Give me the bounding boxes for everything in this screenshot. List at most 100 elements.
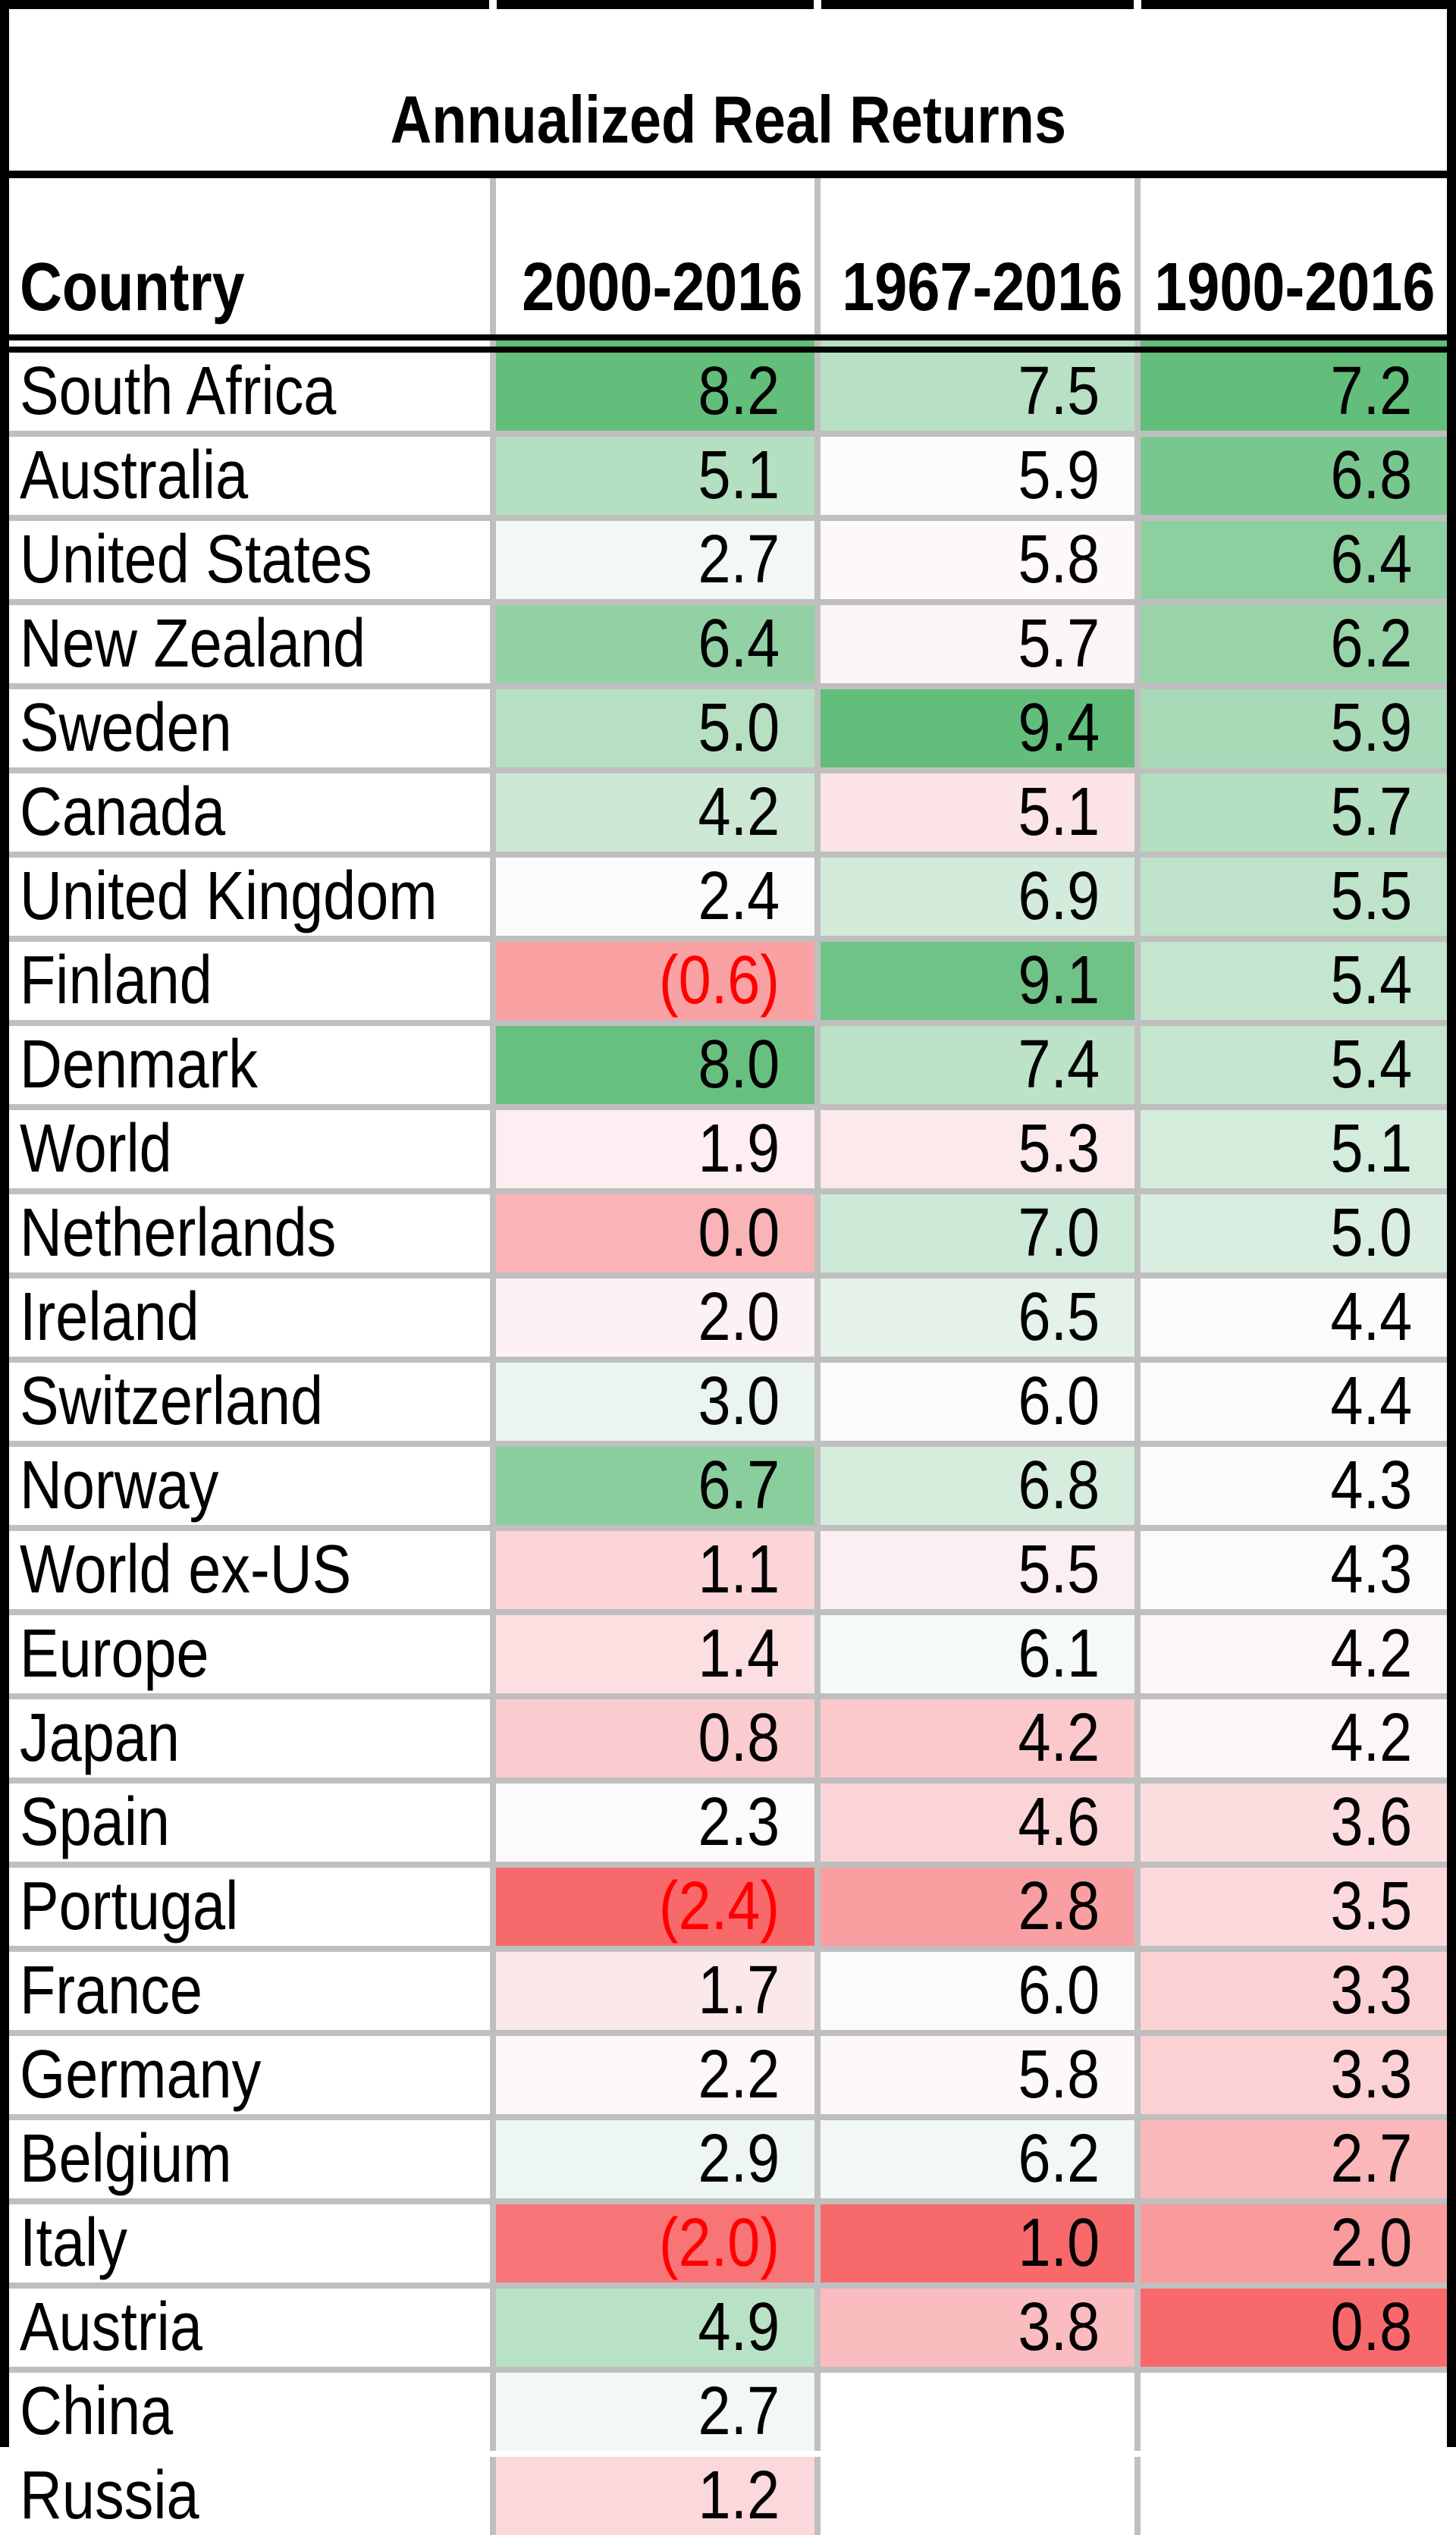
value-cell: 1.1 [496, 1531, 814, 1609]
value-cell: 9.1 [821, 942, 1134, 1020]
country-label: Austria [20, 2289, 202, 2365]
country-cell: Europe [9, 1615, 490, 1693]
value-cell: 8.2 [496, 353, 814, 431]
value-cell: 6.5 [821, 1278, 1134, 1357]
value-label: 3.3 [1330, 2037, 1412, 2113]
value-label: 4.3 [1330, 1448, 1412, 1523]
border-segment [497, 0, 814, 9]
country-label: Denmark [20, 1027, 258, 1103]
table-title: Annualized Real Returns [390, 82, 1066, 157]
table-row: Germany 2.2 5.8 3.3 [9, 2036, 1447, 2114]
value-label: 3.6 [1330, 1784, 1412, 1860]
value-cell: 5.1 [821, 773, 1134, 852]
country-cell: Denmark [9, 1026, 490, 1104]
table-row: France 1.7 6.0 3.3 [9, 1952, 1447, 2030]
table-row: World 1.9 5.3 5.1 [9, 1110, 1447, 1188]
value-cell: 0.8 [496, 1699, 814, 1777]
header-divider-double-line [9, 334, 1447, 353]
table-row: China 2.7 [9, 2373, 1447, 2451]
value-cell: 4.6 [821, 1784, 1134, 1862]
header-divider-line [9, 347, 1447, 353]
value-cell: 6.7 [496, 1447, 814, 1525]
value-label: 6.8 [1018, 1448, 1100, 1523]
value-cell: 5.9 [1141, 689, 1447, 767]
value-label: 4.4 [1330, 1279, 1412, 1355]
value-cell: 2.7 [496, 2373, 814, 2451]
value-label: 6.9 [1018, 858, 1100, 934]
value-cell: 8.0 [496, 1026, 814, 1104]
country-label: Norway [20, 1448, 219, 1523]
value-cell: 3.8 [821, 2289, 1134, 2367]
value-cell: 6.4 [496, 605, 814, 683]
country-cell: New Zealand [9, 605, 490, 683]
value-cell: 5.4 [1141, 1026, 1447, 1104]
value-cell: 2.2 [496, 2036, 814, 2114]
table-row: Switzerland 3.0 6.0 4.4 [9, 1363, 1447, 1441]
value-cell: (2.4) [496, 1868, 814, 1946]
value-cell: 7.0 [821, 1194, 1134, 1272]
value-cell: 2.7 [1141, 2120, 1447, 2198]
table-title-block: Annualized Real Returns [9, 9, 1447, 171]
country-label: Netherlands [20, 1195, 337, 1271]
table-header-row: Country 2000-2016 1967-2016 1900-2016 [9, 178, 1447, 334]
value-cell: 2.0 [1141, 2204, 1447, 2282]
value-cell: 6.0 [821, 1363, 1134, 1441]
value-cell: 5.5 [821, 1531, 1134, 1609]
value-cell: 4.3 [1141, 1447, 1447, 1525]
country-cell: Switzerland [9, 1363, 490, 1441]
value-label: 5.1 [698, 438, 780, 513]
country-cell: South Africa [9, 353, 490, 431]
value-label: 5.4 [1330, 1027, 1412, 1103]
value-cell [1141, 2373, 1447, 2451]
country-cell: Belgium [9, 2120, 490, 2198]
country-cell: Norway [9, 1447, 490, 1525]
value-label: 6.4 [1330, 522, 1412, 598]
value-cell: 4.2 [1141, 1615, 1447, 1693]
country-label: Switzerland [20, 1363, 324, 1439]
table-row: Canada 4.2 5.1 5.7 [9, 773, 1447, 852]
value-label: 6.1 [1018, 1616, 1100, 1692]
table-row: Netherlands 0.0 7.0 5.0 [9, 1194, 1447, 1272]
column-header-country-label: Country [20, 249, 245, 325]
border-segment [9, 0, 489, 9]
value-cell: 9.4 [821, 689, 1134, 767]
value-cell: 5.7 [821, 605, 1134, 683]
value-cell: 2.8 [821, 1868, 1134, 1946]
value-label: 5.9 [1018, 438, 1100, 513]
country-cell: Ireland [9, 1278, 490, 1357]
table-row: Denmark 8.0 7.4 5.4 [9, 1026, 1447, 1104]
table-row: Portugal (2.4) 2.8 3.5 [9, 1868, 1447, 1946]
value-cell [821, 2457, 1134, 2535]
value-cell: 5.4 [1141, 942, 1447, 1020]
value-cell: 1.7 [496, 1952, 814, 2030]
value-label: (2.0) [658, 2205, 780, 2281]
value-cell: 4.2 [1141, 1699, 1447, 1777]
country-label: Germany [20, 2037, 262, 2113]
value-label: 1.9 [698, 1111, 780, 1187]
country-cell: United States [9, 521, 490, 599]
value-cell [1141, 2457, 1447, 2535]
value-label: 3.3 [1330, 1953, 1412, 2028]
value-cell: 0.8 [1141, 2289, 1447, 2367]
value-cell: 3.3 [1141, 1952, 1447, 2030]
country-label: South Africa [20, 353, 337, 429]
value-label: 5.7 [1018, 606, 1100, 682]
value-cell: 7.5 [821, 353, 1134, 431]
column-header-period-label: 1900-2016 [1153, 249, 1435, 325]
value-cell: 5.0 [496, 689, 814, 767]
value-cell: 7.2 [1141, 353, 1447, 431]
country-cell: Australia [9, 437, 490, 515]
value-cell: 2.9 [496, 2120, 814, 2198]
value-label: 2.0 [698, 1279, 780, 1355]
country-label: United Kingdom [20, 858, 438, 934]
country-label: United States [20, 522, 372, 598]
value-cell: 5.0 [1141, 1194, 1447, 1272]
value-cell: 4.3 [1141, 1531, 1447, 1609]
country-label: Ireland [20, 1279, 199, 1355]
value-label: 6.7 [698, 1448, 780, 1523]
country-cell: China [9, 2373, 490, 2451]
value-label: 2.7 [1330, 2121, 1412, 2197]
value-cell: 6.2 [821, 2120, 1134, 2198]
value-cell: 4.2 [821, 1699, 1134, 1777]
